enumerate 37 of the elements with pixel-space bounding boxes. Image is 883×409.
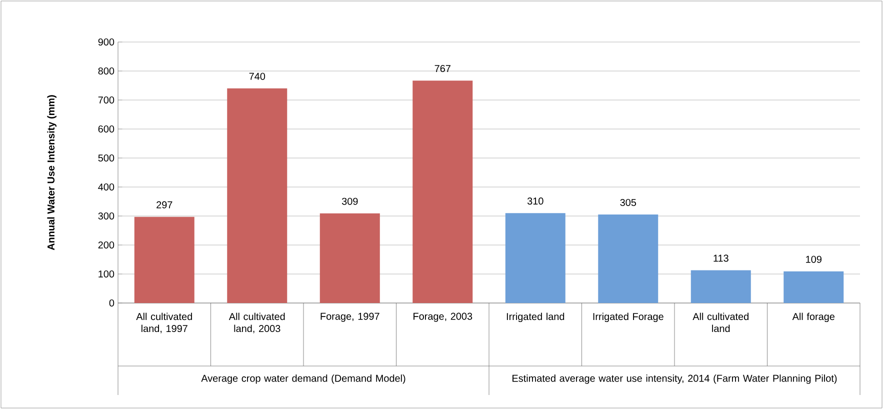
y-tick-label: 800 — [98, 67, 114, 75]
y-tick-label: 700 — [98, 96, 114, 104]
text: Estimated average water use intensity, 2014 (Farm Water Planning Pilot) — [512, 374, 837, 384]
y-tick-label: 200 — [98, 241, 114, 249]
data-label: 310 — [527, 198, 544, 205]
y-tick-label: 100 — [98, 270, 114, 278]
data-label: 740 — [249, 72, 266, 80]
y-tick-label: 300 — [98, 212, 114, 220]
y-tick-label: 900 — [98, 38, 114, 46]
bar — [598, 214, 658, 303]
bar — [412, 80, 473, 303]
bar — [134, 216, 194, 303]
y-tick-label: 500 — [98, 154, 114, 162]
data-label: 109 — [806, 256, 822, 263]
y-axis-title: Annual Water Use Intensity (mm) — [47, 95, 56, 250]
bar — [690, 270, 751, 303]
y-tick-label: 0 — [109, 299, 114, 307]
y-tick-label: 600 — [98, 125, 114, 133]
x-tick-label: Forage, 2003 — [414, 312, 472, 322]
bar — [320, 213, 380, 303]
x-tick-label: All cultivated land, 1997 — [136, 312, 192, 334]
data-label: 305 — [620, 198, 636, 206]
x-tick-label: Irrigated land — [506, 312, 564, 322]
x-tick-label: Forage, 1997 — [320, 312, 380, 322]
data-label: 297 — [156, 201, 172, 208]
x-tick-label: Irrigated Forage — [593, 312, 664, 322]
bar — [784, 271, 844, 303]
data-label: 113 — [714, 254, 728, 262]
data-label: 767 — [434, 65, 450, 72]
bar — [505, 213, 566, 303]
text: Average crop water demand (Demand Model) — [201, 374, 406, 384]
x-tick-label: All forage — [792, 312, 834, 322]
y-tick-label: 400 — [98, 183, 114, 191]
bar — [227, 88, 288, 303]
data-label: 309 — [342, 198, 358, 205]
x-tick-label: All cultivated land — [692, 312, 748, 332]
x-tick-label: All cultivated land, 2003 — [228, 312, 285, 334]
